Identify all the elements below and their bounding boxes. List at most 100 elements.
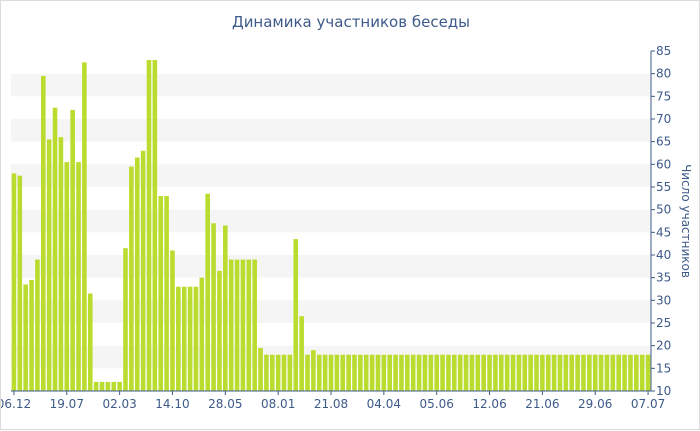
bar xyxy=(604,354,610,391)
bar xyxy=(340,354,346,391)
y-tick-label: 50 xyxy=(656,203,671,217)
bar xyxy=(305,354,310,391)
bar xyxy=(622,354,627,391)
bar xyxy=(258,347,263,391)
x-tick-label: 29.06 xyxy=(578,397,612,411)
bar xyxy=(140,150,146,391)
bar xyxy=(475,354,481,391)
bar xyxy=(240,259,246,391)
bar xyxy=(322,354,328,391)
bar xyxy=(528,354,533,391)
bar xyxy=(58,137,64,391)
bar xyxy=(375,354,381,391)
y-tick-label: 85 xyxy=(656,44,671,58)
bar xyxy=(287,354,293,391)
y-tick-label: 40 xyxy=(656,248,671,262)
grid-band xyxy=(11,164,651,187)
bar xyxy=(545,354,551,391)
bar xyxy=(598,354,604,391)
bar xyxy=(440,354,445,391)
bar xyxy=(422,354,428,391)
bar xyxy=(64,162,70,391)
bar xyxy=(393,354,398,391)
bar xyxy=(299,316,304,391)
bar xyxy=(234,259,240,391)
bar xyxy=(316,354,322,391)
bar xyxy=(469,354,475,391)
bar xyxy=(17,175,23,391)
bar xyxy=(569,354,575,391)
bar xyxy=(205,193,210,391)
bar xyxy=(581,354,586,391)
bar xyxy=(281,354,287,391)
bar xyxy=(111,381,117,391)
bar xyxy=(70,109,75,391)
y-tick-label: 65 xyxy=(656,135,671,149)
bar xyxy=(616,354,621,391)
bar xyxy=(129,166,134,391)
bar xyxy=(639,354,645,391)
bar xyxy=(105,381,111,391)
bar xyxy=(428,354,434,391)
bar xyxy=(23,284,28,391)
bar xyxy=(534,354,539,391)
bar xyxy=(181,286,187,391)
y-tick-label: 75 xyxy=(656,89,671,103)
x-tick-label: 21.06 xyxy=(525,397,559,411)
grid-band xyxy=(11,209,651,233)
bar xyxy=(522,354,528,391)
bar xyxy=(575,354,580,391)
y-tick-label: 70 xyxy=(656,112,671,126)
x-tick-label: 06.12 xyxy=(1,397,31,411)
x-tick-label: 04.04 xyxy=(367,397,401,411)
y-tick-label: 80 xyxy=(656,67,671,81)
bar xyxy=(246,259,252,391)
bar xyxy=(352,354,357,391)
bar xyxy=(540,354,545,391)
bar xyxy=(93,381,99,391)
grid-band xyxy=(11,119,651,142)
bar xyxy=(381,354,387,391)
bar xyxy=(587,354,592,391)
bar xyxy=(410,354,416,391)
bar xyxy=(117,381,122,391)
bar xyxy=(358,354,363,391)
bar xyxy=(176,286,181,391)
bar xyxy=(363,354,369,391)
x-tick-label: 07.07 xyxy=(631,397,665,411)
bar xyxy=(134,157,140,391)
bar xyxy=(369,354,375,391)
bar xyxy=(510,354,516,391)
bar xyxy=(211,223,216,391)
bar xyxy=(481,354,486,391)
bar xyxy=(387,354,393,391)
bar xyxy=(293,239,299,391)
bar xyxy=(504,354,510,391)
bar xyxy=(634,354,639,391)
bar xyxy=(41,75,46,391)
bar xyxy=(158,196,164,391)
bar xyxy=(217,270,222,391)
bar xyxy=(199,277,205,391)
bar xyxy=(11,173,17,391)
bar xyxy=(164,196,169,391)
y-tick-label: 35 xyxy=(656,271,671,285)
bar xyxy=(187,286,193,391)
bar xyxy=(551,354,557,391)
y-tick-label: 10 xyxy=(656,384,671,398)
bar xyxy=(645,354,651,391)
bar xyxy=(228,259,234,391)
bar xyxy=(87,293,93,391)
bar xyxy=(311,350,316,391)
bar xyxy=(46,139,52,391)
y-tick-label: 15 xyxy=(656,361,671,375)
bar xyxy=(452,354,457,391)
grid-band xyxy=(11,300,651,323)
y-tick-label: 30 xyxy=(656,293,671,307)
bar xyxy=(416,354,422,391)
grid-band xyxy=(11,255,651,278)
bar xyxy=(346,354,351,391)
x-tick-label: 28.05 xyxy=(208,397,242,411)
